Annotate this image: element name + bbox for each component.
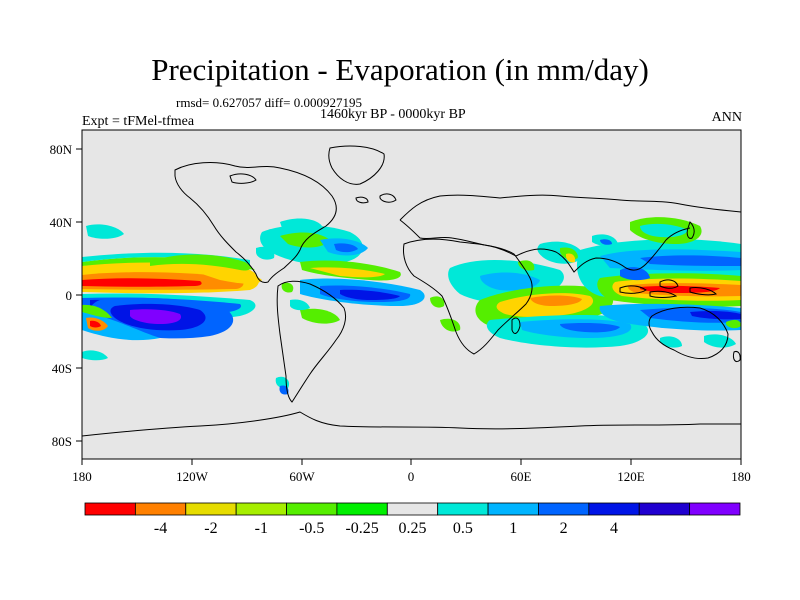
plot-title: Precipitation - Evaporation (in mm/day) bbox=[151, 52, 649, 87]
south-pacific-outer bbox=[82, 312, 160, 341]
colorbar-box bbox=[689, 502, 741, 516]
north-america-coast bbox=[174, 162, 337, 283]
colorbar-box bbox=[588, 502, 640, 516]
colorbar-box bbox=[185, 502, 237, 516]
colorbar-box bbox=[386, 502, 439, 516]
gulf-cyan bbox=[280, 218, 322, 230]
lon-tick-label: 60E bbox=[511, 469, 532, 484]
s-indian-core bbox=[560, 323, 620, 333]
eurasia-north-coast bbox=[399, 194, 741, 221]
brazil-cyan bbox=[290, 299, 310, 311]
arctic-island-coast bbox=[229, 173, 257, 184]
sw-pacific-green bbox=[82, 304, 112, 318]
axis-ticks bbox=[76, 148, 742, 465]
caribbean-green bbox=[280, 232, 330, 248]
lat-tick-label: 0 bbox=[66, 288, 73, 303]
colorbar-label: -1 bbox=[255, 520, 268, 537]
new-guinea-coast bbox=[689, 287, 717, 296]
e-pacific-patch bbox=[256, 246, 275, 260]
lat-tick-label: 80N bbox=[50, 142, 73, 157]
colorbar-box bbox=[437, 502, 489, 516]
south-pacific-blob-max bbox=[130, 309, 182, 324]
field-contours bbox=[82, 217, 741, 395]
antarctica-coast bbox=[82, 411, 741, 437]
lat-tick-label: 40S bbox=[52, 361, 72, 376]
colorbar-box bbox=[286, 502, 338, 516]
africa-coast bbox=[403, 238, 533, 355]
colorbar-label: 0.5 bbox=[453, 520, 473, 537]
indian-ocean-orange bbox=[530, 295, 582, 306]
s-pacific-patch bbox=[82, 350, 108, 361]
time-period-label: 1460kyr BP - 0000kyr BP bbox=[320, 107, 466, 122]
colorbar-label: 1 bbox=[509, 520, 517, 537]
greenland-coast bbox=[328, 145, 385, 185]
new-zealand-coast bbox=[733, 351, 741, 363]
colorbar-labels: -4 -2 -1 -0.5 -0.25 0.25 0.5 1 2 4 bbox=[154, 520, 618, 537]
sumatra-coast bbox=[619, 285, 647, 294]
lon-tick-label: 120E bbox=[617, 469, 645, 484]
colorbar-label: -0.5 bbox=[299, 520, 324, 537]
e-africa-green bbox=[518, 260, 535, 271]
lon-tick-label: 180 bbox=[72, 469, 92, 484]
central-africa-blue bbox=[480, 272, 540, 291]
colorbar-box bbox=[487, 502, 539, 516]
eq-atlantic-max bbox=[340, 289, 400, 300]
colorbar-label: -0.25 bbox=[345, 520, 378, 537]
lon-tick-label: 0 bbox=[408, 469, 415, 484]
e-australia-cyan bbox=[660, 336, 682, 348]
lon-tick-label: 120W bbox=[176, 469, 209, 484]
sw-pacific-spot-core bbox=[90, 320, 101, 328]
colorbar-box bbox=[336, 502, 388, 516]
lat-tick-label: 80S bbox=[52, 434, 72, 449]
colorbar-label: 4 bbox=[610, 520, 618, 537]
colorbar-label: 2 bbox=[560, 520, 568, 537]
colorbar-box bbox=[638, 502, 691, 516]
iceland-coast bbox=[355, 196, 369, 204]
bay-of-bengal-blue bbox=[620, 267, 650, 281]
ne-pacific-yellow bbox=[190, 268, 262, 284]
s-atlantic-green bbox=[300, 308, 340, 324]
coastlines bbox=[82, 145, 741, 437]
atlantic-blue-core bbox=[334, 243, 358, 253]
pacific-itcz-max bbox=[82, 278, 202, 287]
lon-tick-label: 180 bbox=[731, 469, 751, 484]
java-coast bbox=[649, 290, 678, 298]
australia-coast bbox=[648, 306, 729, 359]
n-eq-atlantic-yellow bbox=[310, 267, 385, 278]
sw-pacific-max bbox=[690, 310, 741, 320]
south-asia-coast bbox=[515, 227, 691, 273]
gulf-guinea-patch bbox=[430, 296, 445, 308]
dateline-green bbox=[726, 319, 741, 329]
colorbar-box bbox=[538, 502, 590, 516]
n-pacific-patch bbox=[86, 224, 124, 239]
colorbar-label: -4 bbox=[154, 520, 167, 537]
map-panel: 180 120W 60W 0 60E 120E 180 80N 40N 0 40… bbox=[50, 129, 751, 484]
lat-tick-label: 40N bbox=[50, 215, 73, 230]
rmsd-diff-stats: rmsd= 0.627057 diff= 0.000927195 bbox=[176, 95, 362, 110]
japan-coast bbox=[686, 221, 695, 239]
w-pacific-core bbox=[640, 255, 741, 266]
colorbar bbox=[84, 502, 741, 516]
colombia-patch bbox=[281, 282, 294, 293]
season-label: ANN bbox=[711, 110, 742, 125]
south-america-coast bbox=[276, 280, 347, 403]
colorbar-box bbox=[235, 502, 287, 516]
experiment-label: Expt = tFMel-tfmea bbox=[82, 114, 195, 129]
madagascar-coast bbox=[511, 317, 521, 334]
borneo-coast bbox=[659, 279, 679, 289]
colorbar-label: 0.25 bbox=[399, 520, 427, 537]
colorbar-label: -2 bbox=[204, 520, 217, 537]
colorbar-box bbox=[134, 502, 187, 516]
colorbar-box bbox=[84, 502, 136, 516]
india-yellow bbox=[566, 253, 576, 263]
lon-tick-label: 60W bbox=[289, 469, 315, 484]
ne-pacific-green bbox=[150, 254, 251, 271]
china-blue bbox=[600, 239, 612, 245]
uk-coast bbox=[379, 193, 397, 203]
japan-cyan bbox=[640, 223, 688, 238]
